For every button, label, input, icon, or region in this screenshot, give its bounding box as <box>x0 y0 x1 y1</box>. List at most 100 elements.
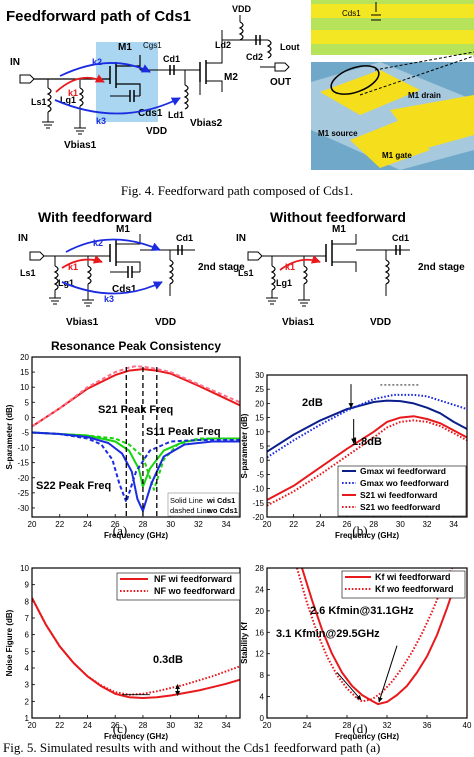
without-lg1-label: Lg1 <box>276 278 292 288</box>
k3-arrow <box>61 281 163 295</box>
series-line-s22-dashed <box>32 431 240 503</box>
ground-icon <box>42 121 54 129</box>
x-tick-label: 34 <box>222 520 231 529</box>
y-tick-label: 20 <box>20 353 29 362</box>
fig4-vbias2-label: Vbias2 <box>190 118 223 129</box>
y-tick-label: 16 <box>255 628 264 637</box>
out-port-icon <box>274 62 290 72</box>
y-tick-label: 0 <box>25 413 30 422</box>
x-tick-label: 20 <box>28 520 37 529</box>
layout-m1-drain-label: M1 drain <box>408 91 441 100</box>
annotation-2db: 2dB <box>302 397 323 409</box>
series-line-s21-solid <box>32 368 240 428</box>
in-port-icon <box>247 251 263 261</box>
x-tick-label: 20 <box>263 721 272 730</box>
y-tick-label: -5 <box>257 470 265 479</box>
x-axis-label: Frequency (GHz) <box>104 732 168 741</box>
without-k1-label: k1 <box>285 262 295 272</box>
without-vdd-label: VDD <box>370 317 391 328</box>
y-tick-label: 30 <box>255 371 264 380</box>
legend-entry: NF wo feedforward <box>154 586 235 596</box>
x-tick-label: 34 <box>222 721 231 730</box>
series-line-kf-wi-feedforward-solid <box>301 568 458 706</box>
with-feedforward-title: With feedforward <box>38 209 152 225</box>
y-tick-label: -30 <box>17 504 29 513</box>
fig5-schematic-with: With feedforward IN Ls1 Lg1 Vbias1 M1 VD… <box>18 209 245 328</box>
lg1-inductor-icon <box>78 87 84 107</box>
y-tick-label: -15 <box>252 499 264 508</box>
without-cd1-label: Cd1 <box>392 233 409 243</box>
plot-d: 20 24 28 32 36 40 0 4 8 12 16 20 24 28 Frequency (GHz)… <box>240 564 472 741</box>
ld1-inductor-icon <box>384 259 390 285</box>
plot-b: 20 22 24 26 28 30 32 34 -20 -15 -10 -5 0 5 10 15 20 25 30 F… <box>240 371 468 540</box>
x-axis-label: Frequency (GHz) <box>335 531 399 540</box>
fig4-caption: Fig. 4. Feedforward path composed of Cds… <box>121 183 353 198</box>
y-tick-label: 24 <box>255 585 264 594</box>
legend-note: wo Cds1 <box>206 506 238 515</box>
y-tick-label: 6 <box>25 631 30 640</box>
without-feedforward-title: Without feedforward <box>270 209 406 225</box>
y-axis-label: Noise Figure (dB) <box>5 609 14 676</box>
y-axis-label: S-parameter (dB) <box>240 413 249 478</box>
fig4-schematic: Feedforward path of Cds1 IN Ls1 Lg1 Vbia… <box>6 4 300 151</box>
x-tick-label: 28 <box>138 721 147 730</box>
y-tick-label: 5 <box>25 647 30 656</box>
x-tick-label: 24 <box>316 520 325 529</box>
with-k1-label: k1 <box>68 262 78 272</box>
x-tick-label: 20 <box>28 721 37 730</box>
ground-icon <box>298 299 310 307</box>
annotation-s21-peak: S21 Peak Freq <box>98 404 173 416</box>
ground-icon <box>74 127 86 135</box>
fig4-k1-label: k1 <box>68 88 78 98</box>
lout-inductor-icon <box>266 39 272 59</box>
k1-arrow <box>279 255 321 271</box>
legend-entry: Kf wo feedforward <box>375 584 454 594</box>
x-tick-label: 36 <box>423 721 432 730</box>
sublabel-c: (c) <box>113 721 127 736</box>
x-axis-label: Frequency (GHz) <box>104 531 168 540</box>
plot-frame <box>266 567 468 719</box>
y-tick-label: 8 <box>25 597 30 606</box>
sublabel-a: (a) <box>113 523 127 538</box>
legend-note: wi Cds1 <box>206 496 235 505</box>
annotation-arrow <box>377 645 398 703</box>
without-in-label: IN <box>236 233 246 244</box>
legend-entry: NF wi feedforward <box>154 574 232 584</box>
annotation-0-3db: 0.3dB <box>153 654 183 666</box>
series-line-s21-wo-feedforward-dotted <box>267 419 467 507</box>
y-tick-label: 9 <box>25 581 30 590</box>
fig4-out-label: OUT <box>270 77 291 88</box>
with-cds1-label: Cds1 <box>112 284 137 295</box>
legend-entry: S21 wi feedforward <box>360 490 437 500</box>
x-tick-label: 28 <box>138 520 147 529</box>
plot-frame <box>31 356 241 518</box>
series-line-s21-wi-feedforward-solid <box>267 415 467 501</box>
fig4-cgs-label: Cgs1 <box>143 41 162 50</box>
fig4-ls1-label: Ls1 <box>31 97 47 107</box>
fig4-lout-label: Lout <box>280 42 300 52</box>
y-tick-label: 0 <box>260 714 265 723</box>
layout-cds1-label: Cds1 <box>342 9 361 18</box>
annotation-1-8db: 1.8dB <box>352 436 382 448</box>
series-line-nf-wi-feedforward-solid <box>32 597 240 699</box>
fig4-ld2-label: Ld2 <box>215 40 231 50</box>
x-tick-label: 30 <box>166 520 175 529</box>
sublabel-d: (d) <box>352 721 367 736</box>
fig4-k3-label: k3 <box>96 116 106 126</box>
without-stage-label: 2nd stage <box>418 262 465 273</box>
series-line-s11-solid <box>32 431 240 488</box>
x-tick-label: 26 <box>111 520 120 529</box>
y-tick-label: 1 <box>25 714 30 723</box>
with-vdd-label: VDD <box>155 317 176 328</box>
fig4-title: Feedforward path of Cds1 <box>6 8 191 25</box>
ground-icon <box>49 297 61 305</box>
x-tick-label: 26 <box>111 721 120 730</box>
series-line-gmax-wo-feedforward-dotted <box>267 393 467 459</box>
x-tick-label: 34 <box>449 520 458 529</box>
fig4-k2-label: k2 <box>92 57 102 67</box>
y-tick-label: 10 <box>255 428 264 437</box>
legend-note: Solid Line <box>170 496 203 505</box>
without-vbias1-label: Vbias1 <box>282 317 315 328</box>
layout-m1-source-label: M1 source <box>318 129 358 138</box>
